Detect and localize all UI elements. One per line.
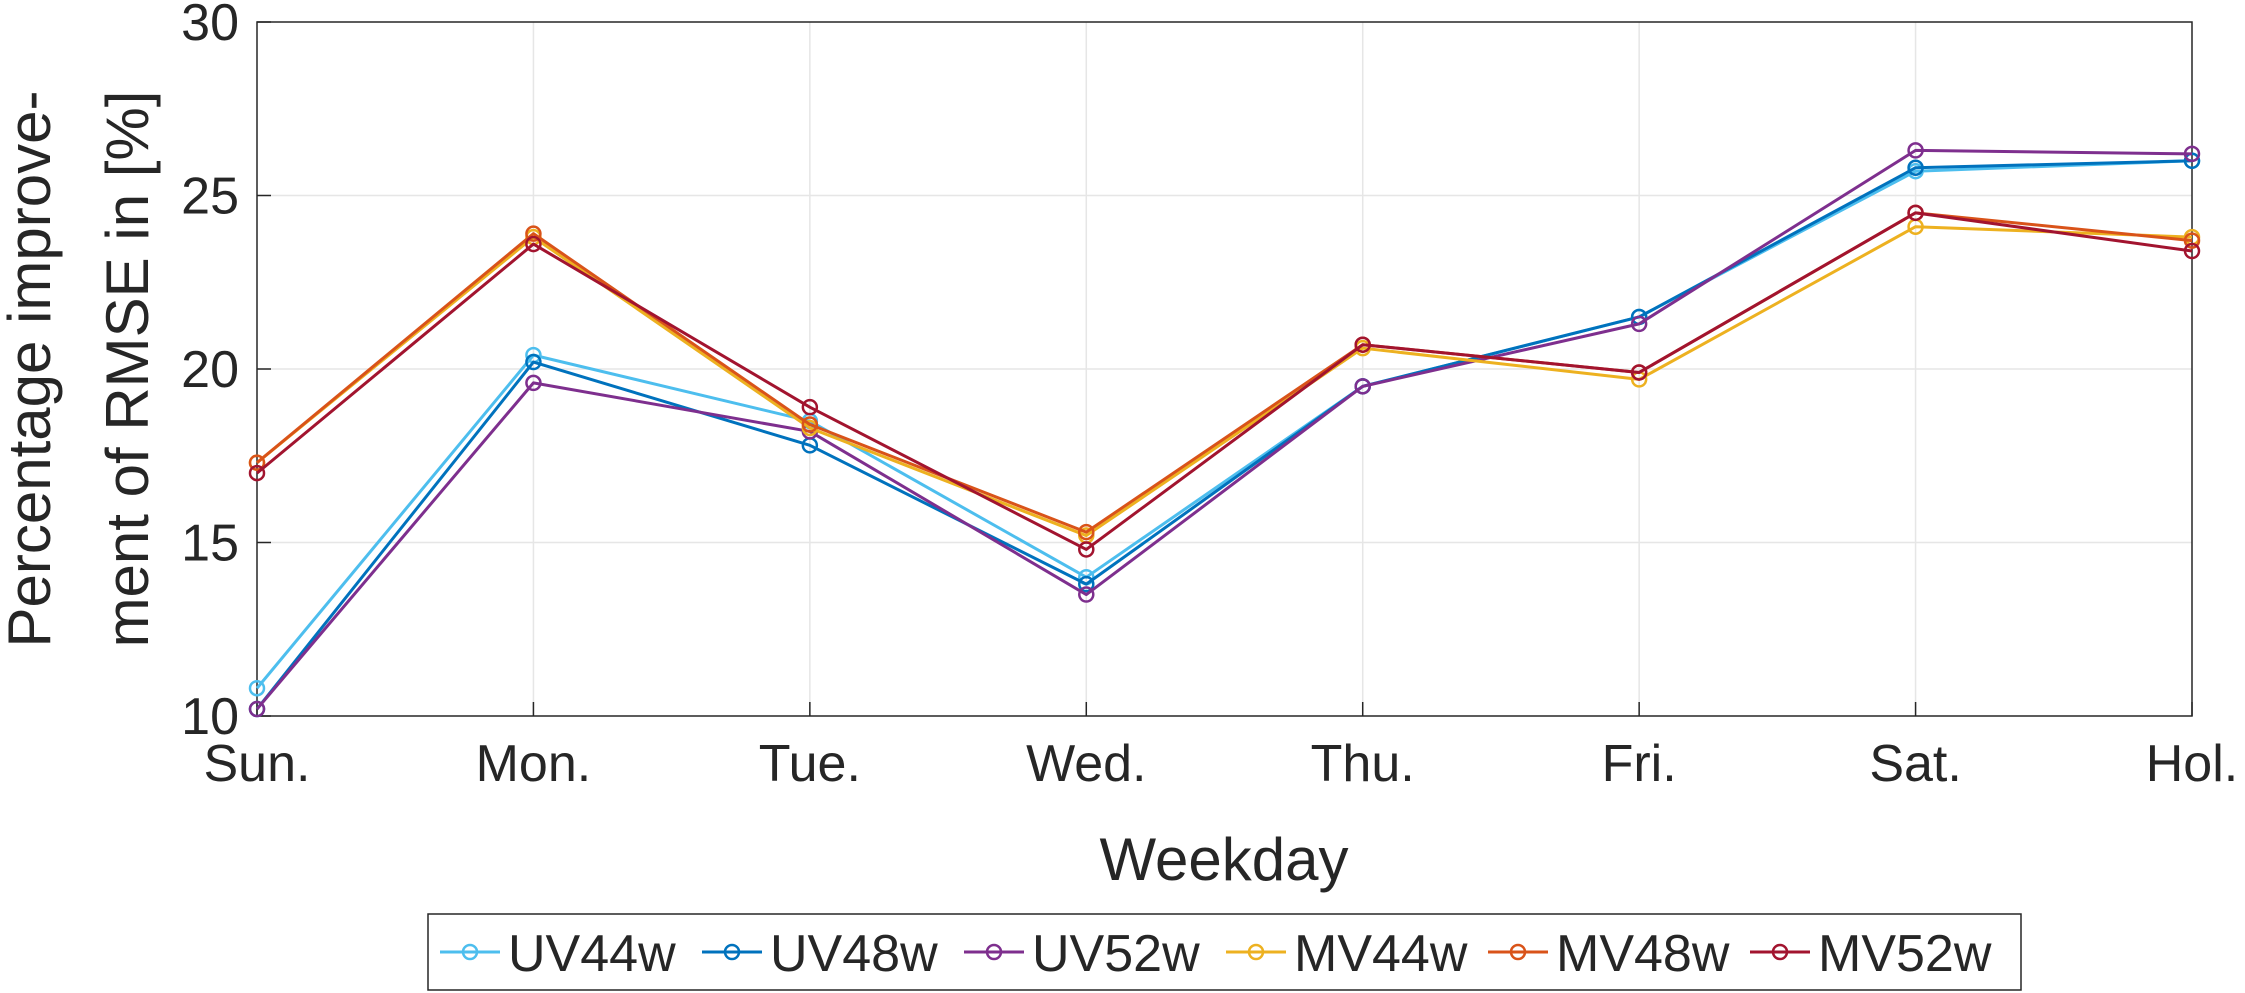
legend-items: UV44w UV48w UV52w MV44w MV48w MV52w bbox=[440, 925, 1992, 983]
data-point-mv48w-hol bbox=[2183, 232, 2201, 249]
x-tick-label-fri: Fri. bbox=[1602, 735, 1677, 793]
data-point-uv52w-mon bbox=[525, 374, 542, 392]
x-tick-label-mon: Mon. bbox=[476, 735, 592, 793]
data-point-mv52w-wed bbox=[1078, 541, 1095, 558]
series-line-uv52w bbox=[255, 148, 2193, 711]
y-tick-label-25: 25 bbox=[181, 168, 239, 226]
data-point-mv48w-tue bbox=[801, 416, 819, 433]
y-axis-tick-labels: 10 15 20 25 30 bbox=[181, 0, 239, 746]
legend-swatch-marker bbox=[985, 943, 1003, 961]
data-point-mv52w-mon bbox=[525, 235, 542, 253]
data-point-uv52w-fri bbox=[1630, 315, 1648, 333]
x-tick-label-sat: Sat. bbox=[1869, 735, 1962, 793]
x-tick-label-hol: Hol. bbox=[2146, 735, 2238, 793]
data-point-uv48w-sat bbox=[1907, 159, 1924, 176]
legend-item-uv52w: UV52w bbox=[964, 925, 1200, 983]
series-uv52w bbox=[248, 142, 2201, 718]
data-point-mv52w-sun bbox=[248, 464, 266, 482]
data-point-mv52w-fri bbox=[1630, 364, 1648, 381]
x-tick-label-sun: Sun. bbox=[204, 735, 311, 793]
series-line-mv44w bbox=[256, 225, 2193, 538]
axis-ticks bbox=[256, 21, 2193, 717]
data-point-uv52w-sun bbox=[248, 700, 266, 718]
series-line-uv44w bbox=[255, 159, 2193, 690]
y-axis-title-line-2: ment of RMSE in [%] bbox=[94, 91, 161, 648]
legend: UV44w UV48w UV52w MV44w MV48w MV52w bbox=[427, 913, 2022, 991]
data-point-mv48w-mon bbox=[525, 225, 542, 242]
y-tick-label-20: 20 bbox=[181, 341, 239, 399]
data-point-uv44w-sun bbox=[248, 679, 266, 697]
data-point-mv48w-wed bbox=[1078, 523, 1095, 541]
series-line-uv48w bbox=[255, 159, 2193, 710]
legend-item-uv48w: UV48w bbox=[702, 925, 938, 983]
legend-item-mv44w: MV44w bbox=[1226, 925, 1468, 983]
x-axis-tick-labels: Sun. Mon. Tue. Wed. Thu. Fri. Sat. Hol. bbox=[204, 735, 2239, 793]
legend-swatch-marker bbox=[1771, 943, 1789, 961]
legend-label: MV48w bbox=[1556, 925, 1730, 983]
x-tick-label-thu: Thu. bbox=[1311, 735, 1415, 793]
series-uv44w bbox=[248, 152, 2201, 697]
y-tick-label-30: 30 bbox=[181, 0, 239, 52]
x-tick-label-wed: Wed. bbox=[1026, 735, 1146, 793]
data-point-uv52w-thu bbox=[1354, 378, 1371, 395]
legend-swatch-marker bbox=[1247, 943, 1265, 961]
series-mv52w bbox=[248, 204, 2201, 558]
x-tick-label-tue: Tue. bbox=[759, 735, 861, 793]
data-point-mv52w-hol bbox=[2183, 242, 2201, 260]
data-point-uv48w-wed bbox=[1078, 575, 1095, 593]
data-point-uv52w-wed bbox=[1078, 586, 1095, 603]
legend-label: MV44w bbox=[1294, 925, 1468, 983]
legend-label: UV44w bbox=[508, 925, 676, 983]
data-point-uv52w-hol bbox=[2183, 145, 2201, 163]
legend-label: UV52w bbox=[1032, 925, 1200, 983]
y-tick-label-15: 15 bbox=[181, 515, 239, 573]
legend-label: UV48w bbox=[770, 925, 938, 983]
legend-swatch-marker bbox=[723, 943, 741, 961]
y-axis-title-line-1: Percentage improve- bbox=[0, 91, 63, 648]
series-line-mv52w bbox=[256, 211, 2193, 551]
data-point-uv52w-sat bbox=[1907, 142, 1924, 159]
legend-swatch-marker bbox=[461, 943, 479, 961]
data-series bbox=[248, 142, 2201, 718]
grid bbox=[257, 22, 2192, 716]
legend-swatch-marker bbox=[1509, 943, 1527, 961]
series-mv44w bbox=[248, 218, 2201, 544]
data-point-mv52w-thu bbox=[1354, 336, 1371, 353]
y-tick-label-10: 10 bbox=[181, 688, 239, 746]
data-point-mv52w-sat bbox=[1907, 204, 1924, 222]
legend-item-mv48w: MV48w bbox=[1488, 925, 1730, 983]
data-point-mv52w-tue bbox=[801, 398, 819, 416]
legend-label: MV52w bbox=[1818, 925, 1992, 983]
data-point-mv48w-sun bbox=[248, 454, 266, 471]
legend-item-uv44w: UV44w bbox=[440, 925, 676, 983]
x-axis-title: Weekday bbox=[1099, 826, 1348, 893]
data-point-uv48w-mon bbox=[525, 353, 542, 371]
legend-item-mv52w: MV52w bbox=[1750, 925, 1992, 983]
